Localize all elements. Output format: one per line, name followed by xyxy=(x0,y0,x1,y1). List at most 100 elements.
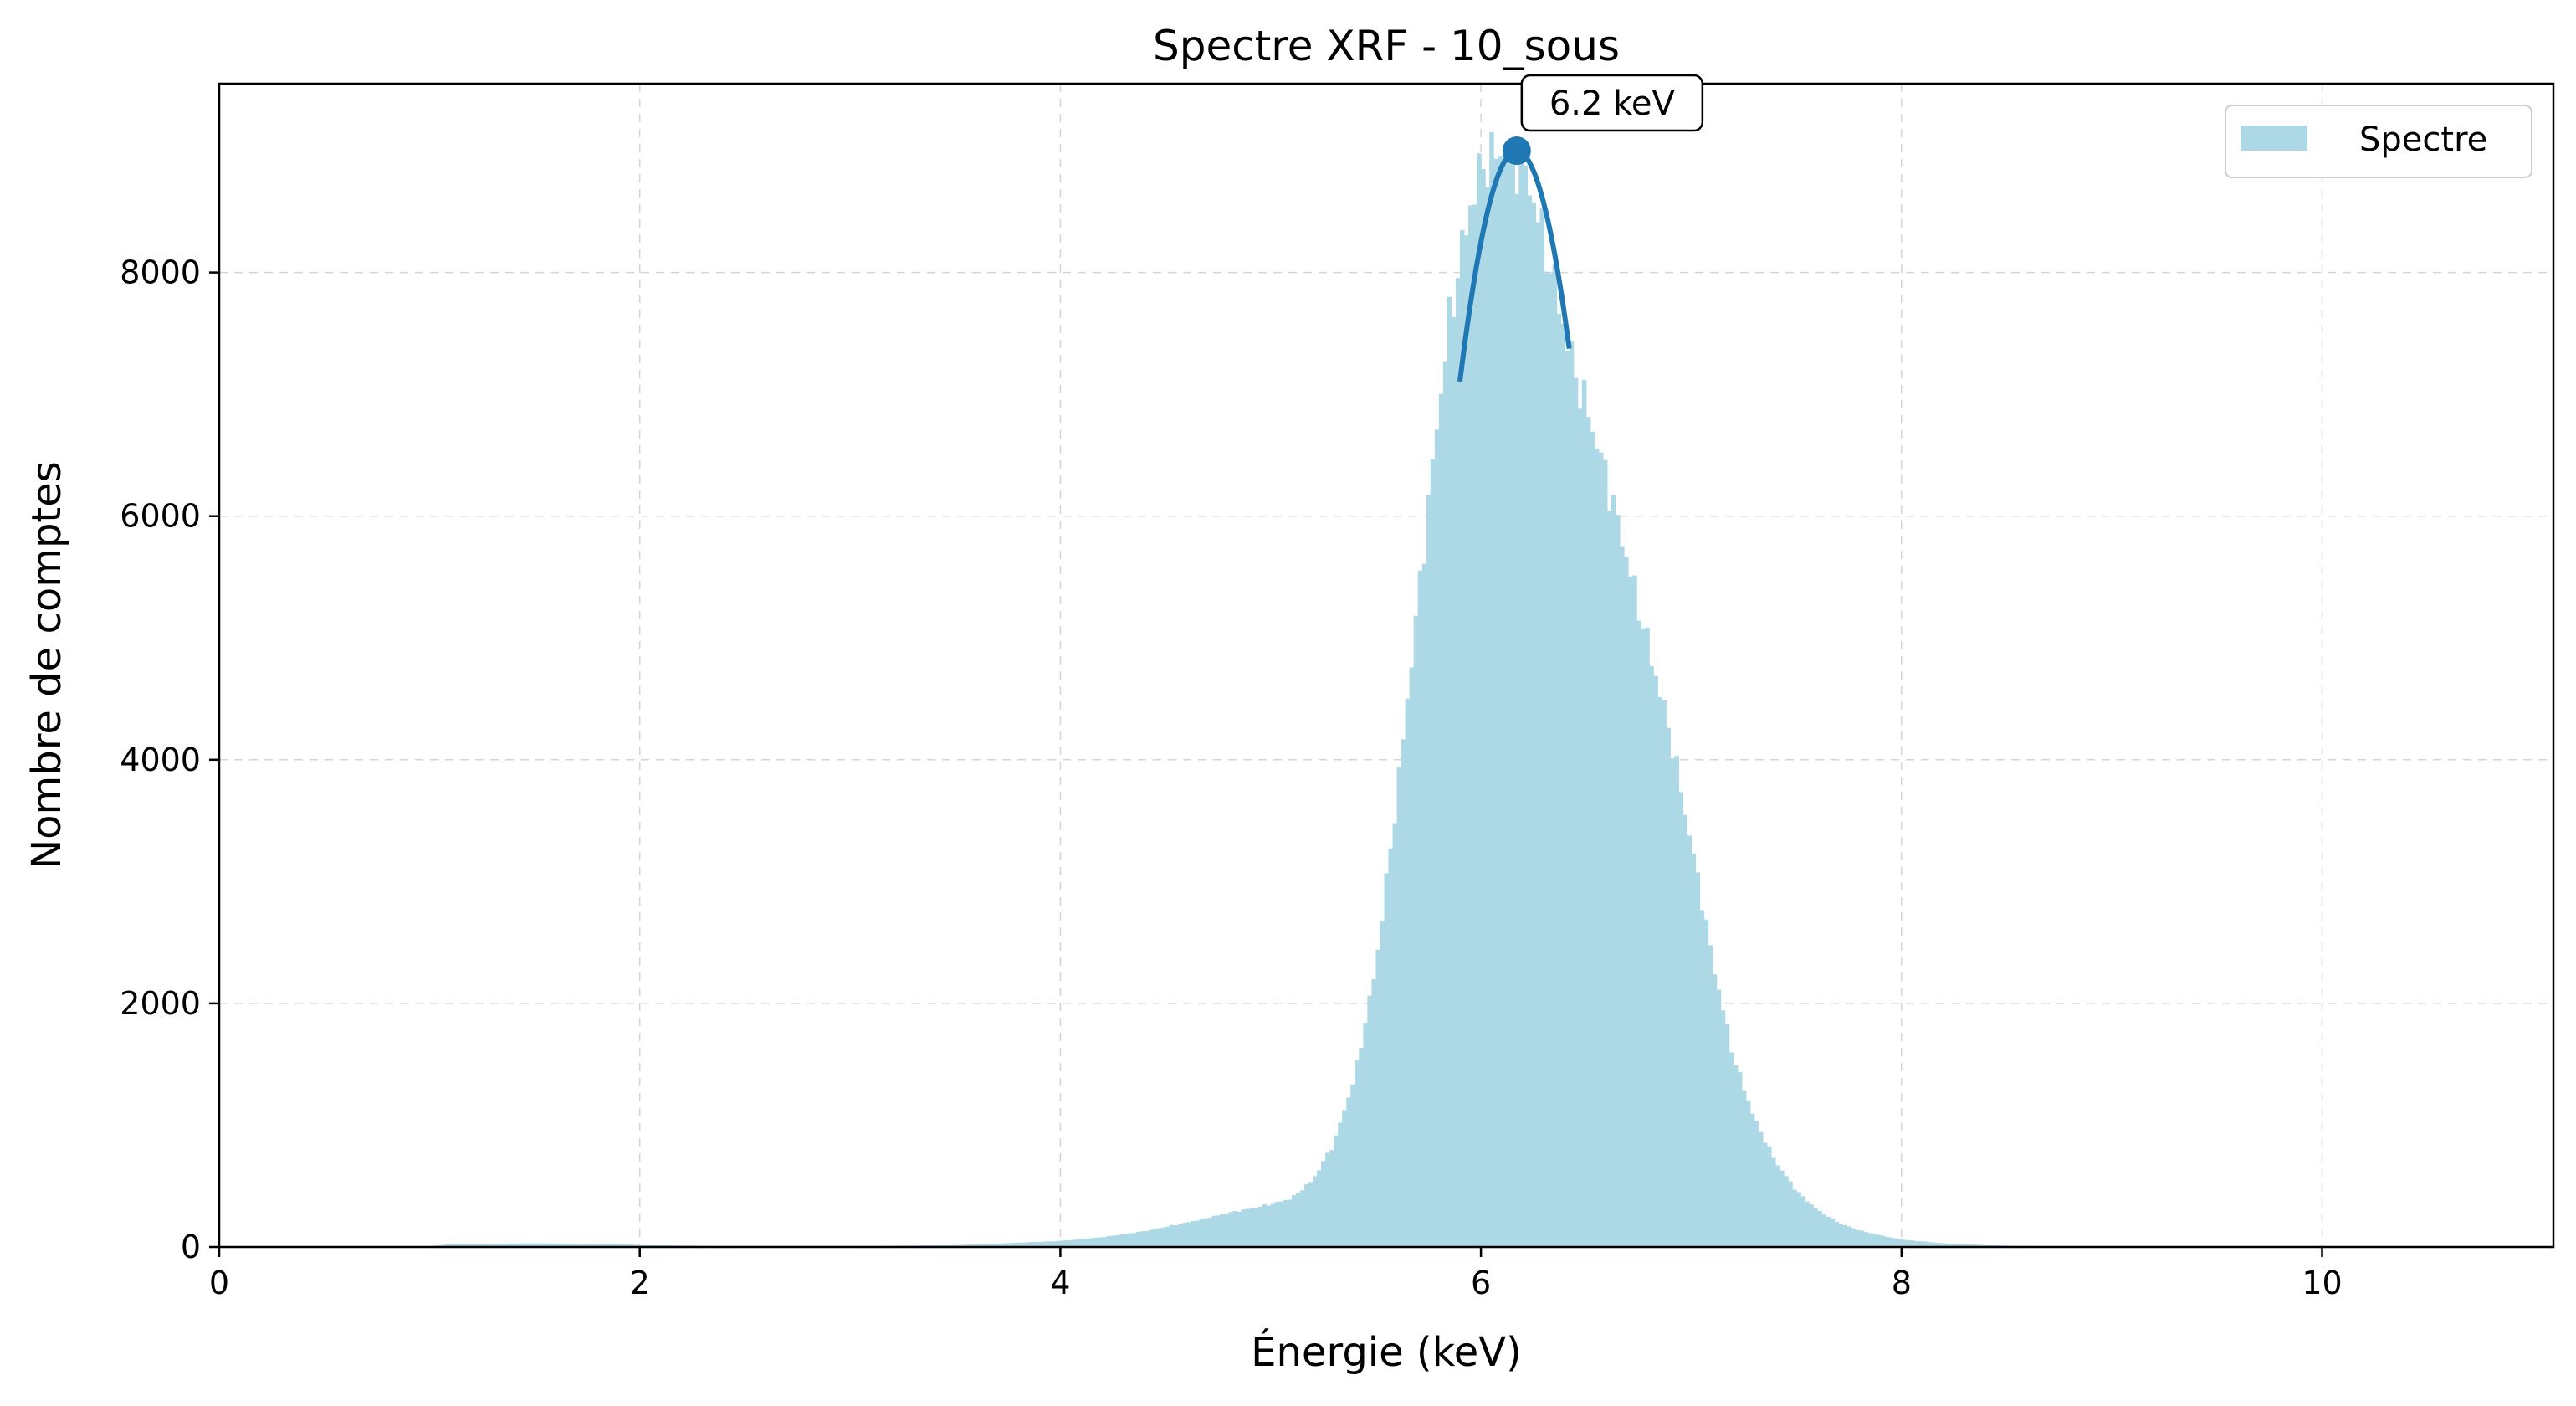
spectrum-bar xyxy=(1389,849,1394,1247)
x-tick-label: 0 xyxy=(209,1265,229,1301)
spectrum-bar xyxy=(1565,352,1570,1247)
spectrum-bar xyxy=(1657,697,1662,1247)
spectrum-bar xyxy=(1233,1211,1238,1247)
y-tick-label: 4000 xyxy=(120,741,201,778)
spectrum-bar xyxy=(1262,1204,1268,1247)
spectrum-bar xyxy=(1107,1236,1112,1247)
spectrum-bar xyxy=(1422,564,1427,1247)
spectrum-bar xyxy=(1267,1206,1272,1247)
spectrum-bar xyxy=(1582,380,1587,1247)
spectrum-bar xyxy=(1502,165,1507,1247)
spectrum-bar xyxy=(1830,1219,1835,1247)
spectrum-bar xyxy=(1132,1233,1137,1247)
spectrum-bar xyxy=(1082,1239,1087,1247)
spectrum-bar xyxy=(1590,432,1595,1247)
spectrum-bar xyxy=(1721,1010,1726,1247)
spectrum-bar xyxy=(1700,910,1705,1247)
spectrum-bar xyxy=(1897,1239,1903,1247)
spectrum-bar xyxy=(1561,324,1566,1247)
spectrum-bar xyxy=(1182,1223,1187,1247)
spectrum-bar xyxy=(1493,159,1498,1247)
spectrum-bar xyxy=(1734,1065,1739,1247)
spectrum-bar xyxy=(1893,1239,1898,1247)
spectrum-bar xyxy=(1443,362,1448,1247)
spectrum-bar xyxy=(1557,314,1562,1247)
spectrum-bar xyxy=(1228,1212,1233,1247)
spectrum-bar xyxy=(1708,945,1713,1247)
spectrum-bar xyxy=(1489,132,1494,1247)
spectrum-bar xyxy=(1157,1228,1162,1247)
spectrum-bar xyxy=(1161,1228,1166,1247)
spectrum-bar xyxy=(1321,1161,1326,1247)
spectrum-bar xyxy=(1653,676,1658,1247)
spectrum-bar xyxy=(1771,1158,1776,1247)
spectrum-bar xyxy=(1704,920,1709,1247)
spectrum-bar xyxy=(1678,792,1683,1247)
spectrum-bar xyxy=(1237,1212,1242,1247)
spectrum-bar xyxy=(1380,921,1385,1247)
spectrum-bar xyxy=(1317,1170,1322,1247)
spectrum-bar xyxy=(1401,739,1406,1247)
spectrum-bar xyxy=(1544,272,1549,1247)
spectrum-bar xyxy=(1300,1190,1305,1247)
spectrum-bar xyxy=(1817,1211,1822,1247)
spectrum-bar xyxy=(1838,1224,1843,1247)
spectrum-bar xyxy=(1153,1229,1158,1247)
spectrum-bar xyxy=(1283,1200,1288,1247)
spectrum-bar xyxy=(1902,1239,1907,1247)
spectrum-bar xyxy=(1149,1229,1154,1247)
spectrum-bar xyxy=(1805,1202,1810,1247)
spectrum-bar xyxy=(1800,1196,1805,1247)
spectrum-bar xyxy=(1338,1122,1343,1247)
spectrum-bar xyxy=(1191,1221,1196,1247)
spectrum-bar xyxy=(1186,1222,1191,1247)
spectrum-bar xyxy=(1586,417,1591,1247)
spectrum-bar xyxy=(1691,854,1696,1247)
spectrum-bar xyxy=(1250,1208,1255,1247)
spectrum-bar xyxy=(1485,187,1490,1247)
spectrum-bar xyxy=(1763,1143,1768,1247)
spectrum-bar xyxy=(1649,666,1654,1247)
spectrum-bar xyxy=(1304,1184,1309,1247)
spectrum-bar xyxy=(1860,1230,1865,1247)
spectrum-bar xyxy=(1759,1132,1764,1247)
spectrum-bar xyxy=(1624,557,1629,1247)
spectrum-bar xyxy=(1279,1202,1284,1247)
spectrum-bar xyxy=(1329,1150,1334,1247)
spectrum-bar xyxy=(1363,1023,1368,1247)
spectrum-bar xyxy=(1754,1121,1759,1247)
spectrum-bar xyxy=(1553,264,1558,1247)
spectrum-bar xyxy=(1595,449,1600,1247)
spectrum-bar xyxy=(1607,511,1612,1247)
spectrum-bar xyxy=(1375,950,1380,1247)
spectrum-bar xyxy=(1371,979,1376,1247)
spectrum-bar xyxy=(1367,996,1372,1247)
spectrum-bar xyxy=(1224,1214,1229,1247)
spectrum-bar xyxy=(1124,1234,1129,1247)
spectrum-bar xyxy=(1211,1216,1216,1247)
spectrum-bar xyxy=(1603,460,1608,1247)
spectrum-bar xyxy=(1140,1231,1145,1247)
spectrum-bar xyxy=(1296,1193,1301,1247)
spectrum-bar xyxy=(1518,152,1524,1247)
spectrum-bar xyxy=(1725,1024,1730,1247)
legend-swatch xyxy=(2241,126,2307,151)
y-tick-label: 8000 xyxy=(120,254,201,291)
legend: Spectre xyxy=(2225,105,2532,177)
spectrum-bar xyxy=(1397,767,1402,1247)
spectrum-bar xyxy=(1628,577,1633,1247)
y-tick-label: 2000 xyxy=(120,985,201,1022)
spectrum-bar xyxy=(1834,1222,1839,1247)
spectrum-bar xyxy=(1796,1192,1801,1247)
spectrum-bar xyxy=(1174,1225,1179,1247)
spectrum-bar xyxy=(1418,571,1423,1247)
spectrum-bar xyxy=(1695,872,1700,1247)
y-tick-label: 0 xyxy=(181,1229,201,1265)
x-tick-label: 4 xyxy=(1050,1265,1070,1301)
spectrum-bar xyxy=(1447,297,1452,1247)
spectrum-bar xyxy=(1881,1236,1886,1247)
spectrum-bar xyxy=(1435,429,1440,1247)
spectrum-bar xyxy=(1178,1224,1183,1247)
spectrum-bar xyxy=(1099,1238,1104,1247)
